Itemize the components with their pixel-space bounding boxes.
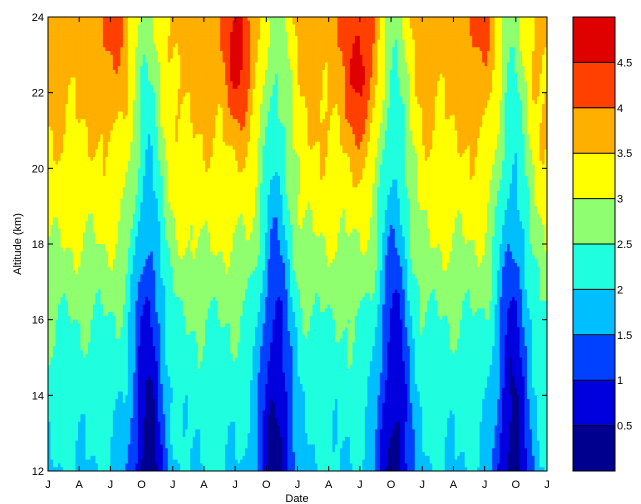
contour-field [48,17,548,472]
